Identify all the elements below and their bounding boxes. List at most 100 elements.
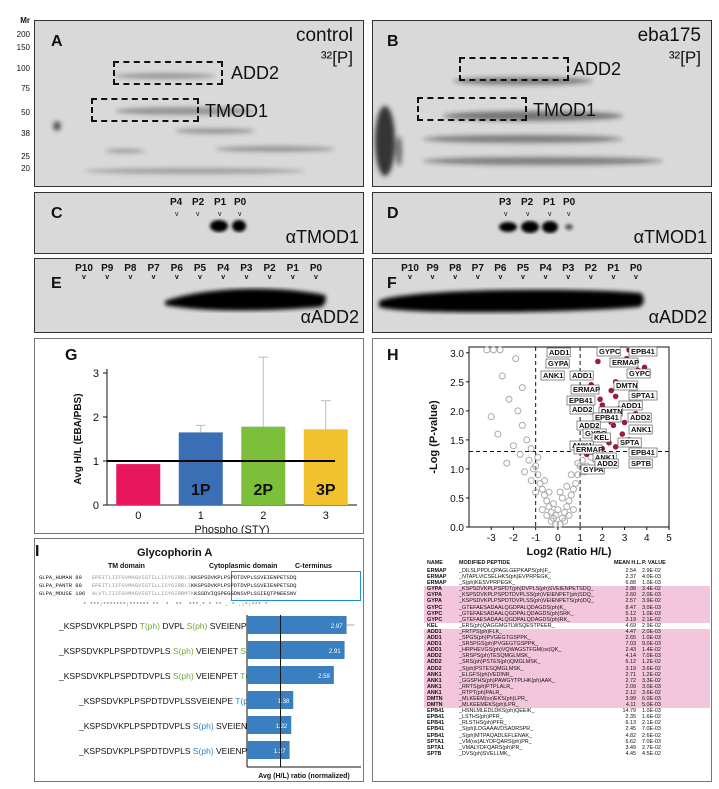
spot-label: P3 v xyxy=(562,263,575,281)
panel-h-volcano-plot: 0.0 0.5 1.0 1.5 2.0 2.5 3.0 -3 -2 -1 0 1 2 3 4 5 Log2 (R… xyxy=(428,346,672,558)
protein-label: SPTA xyxy=(620,438,640,447)
y-tick-label: 1.5 xyxy=(450,436,464,447)
bar xyxy=(178,432,223,505)
protein-label-box xyxy=(626,368,651,379)
spot-label: P2 v xyxy=(263,263,276,281)
significant-point xyxy=(621,419,628,426)
x-tick-label: 1 xyxy=(577,533,583,544)
peptide-label: _KSPSDVKPLPSPD T(ph) DVPL S(ph) SVEIENPE… xyxy=(59,621,281,631)
data-point xyxy=(547,517,555,525)
spot-label: P2 v xyxy=(584,263,597,281)
significant-point xyxy=(610,422,617,429)
x-tick-label: -2 xyxy=(509,533,518,544)
table-cell: ADD1 xyxy=(427,641,442,648)
data-point xyxy=(554,506,562,514)
table-row: GYPC _GTEFAESADAALQGDPALQDAGDS(ph)SRK_ 5.1… xyxy=(424,610,710,617)
protein-label: ERMAP xyxy=(573,385,600,394)
table-cell: 2.54 xyxy=(625,568,637,574)
data-point xyxy=(565,497,573,505)
data-point xyxy=(516,450,524,458)
table-row: ADD2 _SRSPS(ph)TESQMGLMSK_ 4.14 7.0E-03 xyxy=(424,653,710,660)
bar-value: 2.97 xyxy=(331,624,343,630)
table-cell: _DVS(ph)SVELLMK_ xyxy=(459,750,511,757)
table-row: ERMAP _NTAPLVICSELHKS(ph)EVPRPEGK_ 2.37 4.0… xyxy=(424,574,710,580)
data-point xyxy=(498,372,506,380)
x-tick-label: 2 xyxy=(600,533,606,544)
protein-label: EPB41 xyxy=(595,413,619,422)
data-point xyxy=(569,485,577,493)
table-cell: 6.88 xyxy=(625,580,637,587)
table-row: ADD1 _SRSPGS(ph)PVGEGTGSPPK_ 7.03 9.0E-03 xyxy=(424,641,710,648)
y-axis-label: Avg H/L (EBA/PBS) xyxy=(73,393,84,484)
x-tick-label: 0 xyxy=(555,533,561,544)
table-cell: 6.0E-03 xyxy=(642,695,661,702)
y-tick-label: 1.0 xyxy=(450,465,464,476)
significant-point xyxy=(607,387,615,394)
spot-label: P0 v xyxy=(629,263,643,281)
data-point xyxy=(567,471,575,479)
data-point xyxy=(505,395,513,403)
table-row: DMTN _MLKEEM(ox)EKS(ph)LPR_ 3.99 6.0E-03 xyxy=(424,695,710,703)
table-cell: ADD2 xyxy=(427,653,442,660)
protein-label-box xyxy=(613,380,638,391)
spot-label: P1 v xyxy=(286,263,299,281)
mr-marker: 150 xyxy=(16,43,30,52)
data-point xyxy=(534,453,542,461)
protein-label: GYPA xyxy=(583,465,604,474)
panel-a-blot: A control ³²[P] ADD2 TMOD1 xyxy=(34,20,364,187)
panel-a-letter: A xyxy=(51,33,63,50)
table-cell: EPB41 xyxy=(427,726,445,733)
panel-f-antibody: αADD2 xyxy=(648,307,707,327)
table-cell: _ERS(ph)QAGGMGTLWSQESTPEER_ xyxy=(459,622,555,629)
table-cell: ADD1 xyxy=(427,628,442,635)
bar xyxy=(241,426,286,505)
table-cell: EPB41 xyxy=(427,714,445,721)
table-cell: EPB41 xyxy=(427,732,445,739)
data-point xyxy=(534,471,542,479)
bar-value: 1.32 xyxy=(276,724,288,730)
protein-label-box xyxy=(592,412,622,423)
data-point xyxy=(523,436,531,444)
bar xyxy=(247,641,345,659)
data-point xyxy=(518,384,526,392)
phosphopeptide-table: NAME MODIFIED PEPTIDE MEAN H.L. P. VALUE… xyxy=(424,559,710,757)
table-row: ADD1 _HRPHEVGS(ph)VQWAGSTFGM(ox)QK_ 2.43 1.… xyxy=(424,647,710,654)
table-cell: SPTB xyxy=(427,750,442,757)
panel-e-spot-labels: P10 v P9 v P8 v P7 v P6 v P5 v P4 v P3 v P2 v P1 v P0 v xyxy=(35,263,363,285)
table-cell: _GTEFAESADAALQGDPALQDAGDS(ph)K_ xyxy=(459,604,567,611)
table-row: ANK1 _RRTS(ph)PTPLALR_ 2.09 3.0E-03 xyxy=(424,683,710,690)
table-cell: _S(ph)PSTESQMGLMSK_ xyxy=(459,665,524,672)
table-cell: 2.43 xyxy=(625,647,637,654)
protein-label: ANK1 xyxy=(543,371,563,380)
significant-point xyxy=(596,396,604,403)
table-cell: _GTEFAESADAALQGDPALQDAGDS(ph)RK_ xyxy=(459,616,571,623)
table-cell: ERMAP xyxy=(427,574,447,581)
table-cell: 2.65 xyxy=(625,635,637,642)
table-cell: 2.35 xyxy=(625,714,637,721)
spot-label: P4 xyxy=(170,197,183,208)
significant-point xyxy=(594,358,602,365)
table-cell: _FRTPS(ph)FLK_ xyxy=(459,628,503,635)
svg-text:v: v xyxy=(526,211,530,218)
spot-label: P3 v xyxy=(240,263,253,281)
protein-label: SPTB xyxy=(631,459,652,468)
table-cell: 1.0E-03 xyxy=(642,580,661,587)
x-axis-label: Avg (H/L) ratio (normalized) xyxy=(258,773,350,780)
panel-f-blot: F P10 v P9 v P8 v P7 v P6 v P5 v P4 v P3 v P2 v P1 v P0 v αAD… xyxy=(372,258,712,333)
table-cell: 3.4E-02 xyxy=(642,586,661,593)
table-cell: KEL xyxy=(427,622,438,629)
bar xyxy=(303,429,348,505)
table-cell: GYPA xyxy=(427,592,442,599)
spot-label: P8 v xyxy=(124,263,137,281)
data-point xyxy=(556,488,564,496)
data-point xyxy=(563,482,571,490)
table-cell: 2.7E-02 xyxy=(642,744,661,751)
table-cell: 6.13 xyxy=(625,720,637,727)
data-point xyxy=(538,485,546,493)
table-cell: ANK1 xyxy=(427,677,442,684)
table-cell: _SRSPGS(ph)PVGEGTGSPPK_ xyxy=(459,641,539,648)
table-cell: 4.0E-03 xyxy=(642,574,661,581)
table-row: EPB41 _HSNLMLEDLDKS(ph)QEEIK_ 14.79 1.0E-03 xyxy=(424,708,710,714)
bar-label: 2P xyxy=(253,482,273,499)
